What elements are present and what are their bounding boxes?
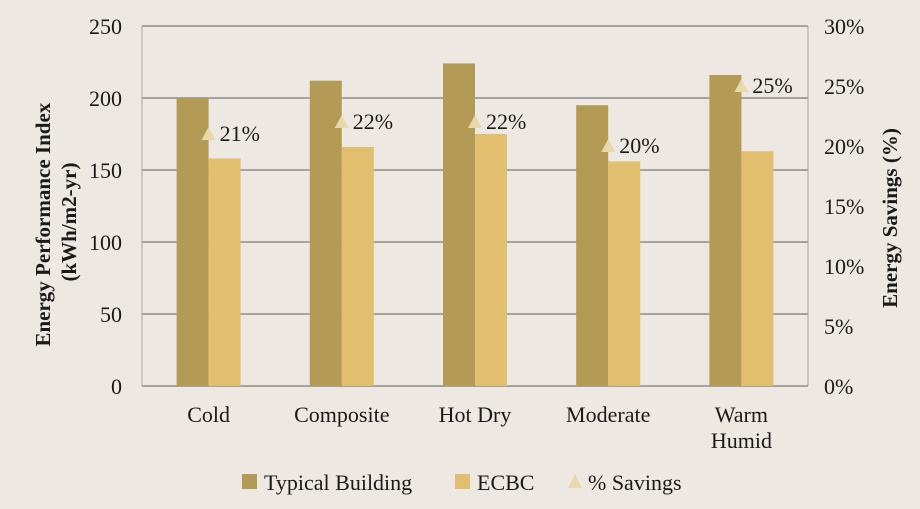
bar-typical-building	[176, 98, 209, 386]
category-labels: Cold Composite Hot Dry Moderate Warm Humid	[187, 402, 772, 453]
legend: Typical Building ECBC % Savings	[242, 470, 682, 495]
y2-tick-label: 10%	[824, 254, 864, 279]
savings-data-label: 20%	[619, 133, 659, 158]
legend-swatch-ecbc	[455, 474, 470, 489]
x-category-label: Moderate	[566, 402, 650, 427]
legend-label-typical-building: Typical Building	[264, 470, 412, 495]
legend-swatch-typical-building	[242, 474, 257, 489]
legend-label-ecbc: ECBC	[477, 470, 534, 495]
bar-typical-building	[576, 105, 609, 386]
y-tick-label: 0	[111, 374, 122, 399]
savings-marker	[201, 127, 216, 140]
bar-ecbc	[741, 151, 774, 386]
left-axis-ticks: 0 50 100 150 200 250	[89, 14, 122, 399]
y-tick-label: 150	[89, 158, 122, 183]
savings-marker	[601, 139, 616, 152]
savings-markers-group: 21% 22% 22% 20% 25%	[201, 73, 793, 158]
savings-marker	[734, 79, 749, 92]
y2-tick-label: 15%	[824, 194, 864, 219]
bar-ecbc	[208, 158, 241, 386]
bar-typical-building	[709, 74, 742, 387]
bar-typical-building	[443, 63, 475, 386]
y-axis-title-line1: Energy Performance Index	[31, 102, 55, 346]
savings-data-label: 21%	[220, 121, 260, 146]
bar-typical-building	[309, 80, 342, 386]
x-category-label: Cold	[187, 402, 230, 427]
savings-marker	[468, 115, 482, 128]
bar-ecbc	[608, 161, 641, 386]
bars-group	[176, 63, 774, 387]
y2-tick-label: 5%	[824, 314, 853, 339]
savings-data-label: 22%	[486, 109, 526, 134]
x-category-label: Warm Humid	[711, 402, 772, 453]
y-axis-title: Energy Performance Index (kWh/m2-yr)	[31, 97, 81, 346]
y-tick-label: 250	[89, 14, 122, 39]
y-tick-label: 50	[100, 302, 122, 327]
bar-ecbc	[475, 134, 507, 386]
y-tick-label: 200	[89, 86, 122, 111]
right-axis-ticks: 0% 5% 10% 15% 20% 25% 30%	[824, 14, 864, 399]
y2-tick-label: 20%	[824, 134, 864, 159]
bar-ecbc	[341, 146, 374, 386]
y2-tick-label: 25%	[824, 74, 864, 99]
x-category-label: Composite	[294, 402, 389, 427]
legend-marker-savings	[568, 474, 582, 488]
x-category-label: Hot Dry	[439, 402, 512, 427]
y2-tick-label: 30%	[824, 14, 864, 39]
savings-marker	[334, 115, 349, 128]
savings-data-label: 22%	[353, 109, 393, 134]
y2-axis-title: Energy Savings (%)	[878, 128, 902, 308]
y2-tick-label: 0%	[824, 374, 853, 399]
y-tick-label: 100	[89, 230, 122, 255]
legend-label-savings: % Savings	[588, 470, 682, 495]
savings-data-label: 25%	[752, 73, 792, 98]
y-axis-title-line2: (kWh/m2-yr)	[57, 163, 81, 282]
